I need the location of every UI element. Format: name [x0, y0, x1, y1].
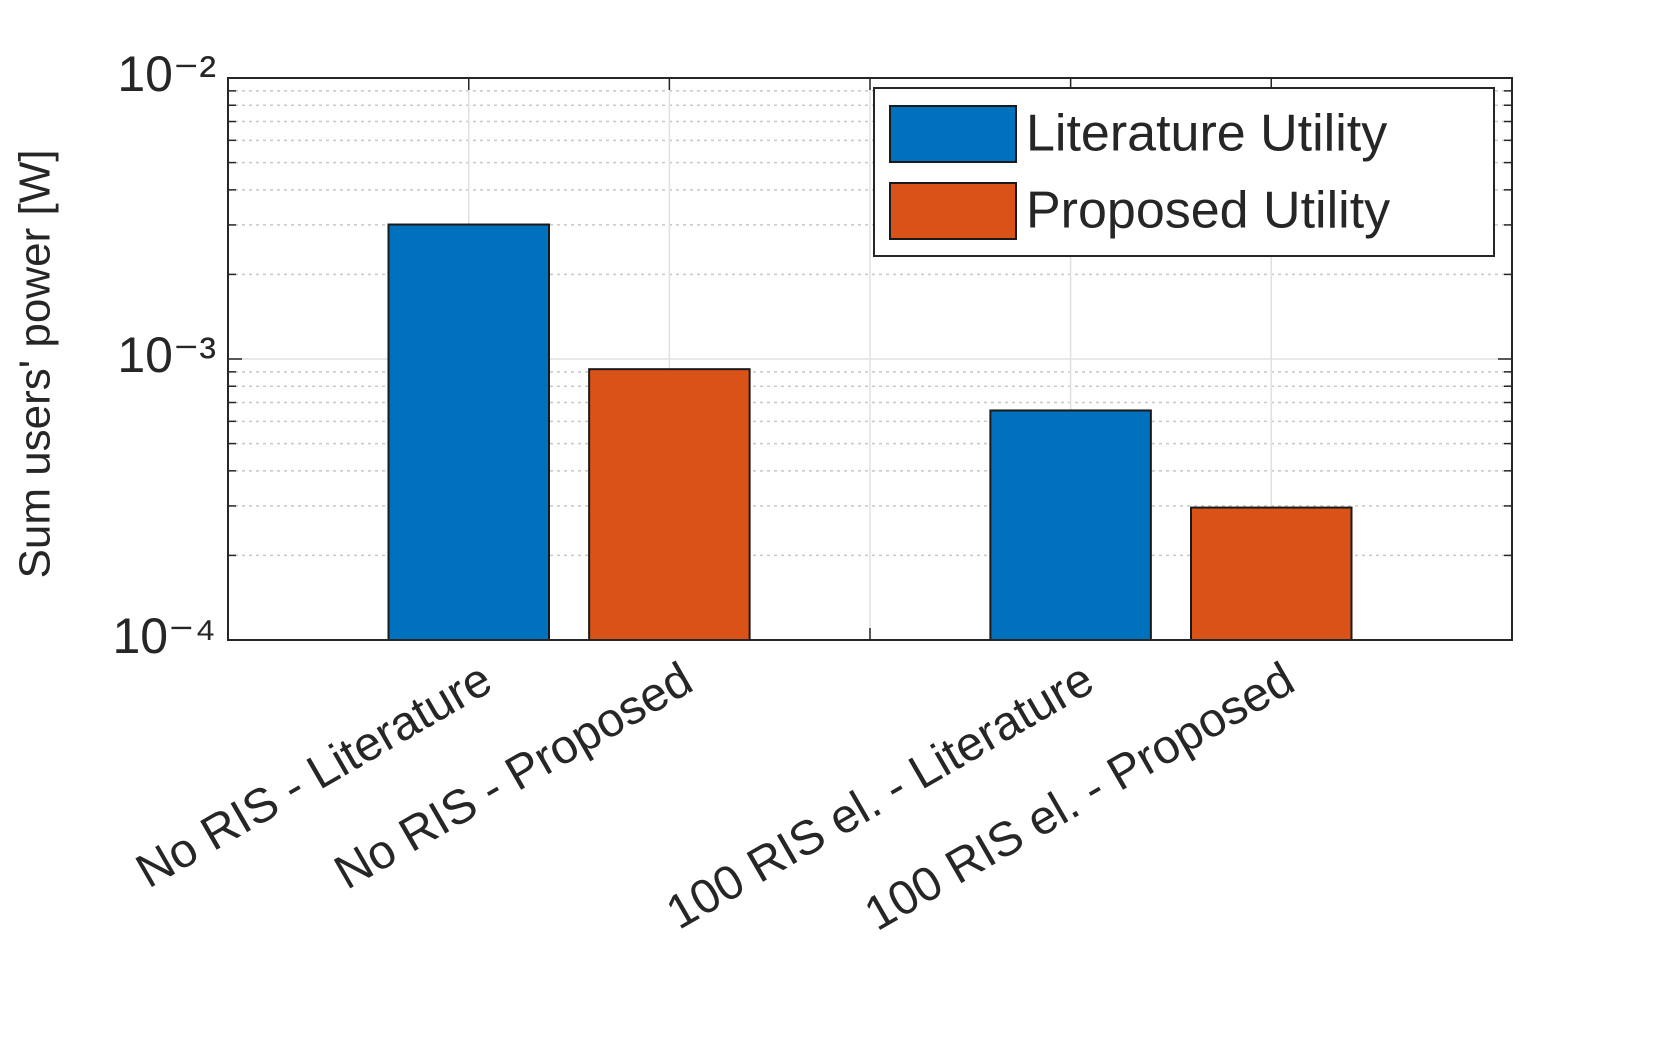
- y-tick-label: 10⁻⁴: [113, 608, 217, 664]
- bar: [387, 223, 550, 641]
- legend-label: Literature Utility: [1026, 105, 1387, 163]
- y-tick-label: 10⁻³: [117, 327, 216, 383]
- plot-frame: [227, 77, 1513, 641]
- y-tick-label: 10⁻²: [117, 46, 216, 102]
- legend-swatch: [889, 182, 1017, 240]
- legend-swatch: [889, 105, 1017, 163]
- legend-label: Proposed Utility: [1026, 182, 1390, 240]
- bar: [989, 409, 1152, 641]
- x-tick-label: No RIS - Proposed: [326, 653, 701, 900]
- x-tick-label: No RIS - Literature: [128, 653, 501, 899]
- bar: [1190, 506, 1353, 641]
- y-axis-label: Sum users' power [W]: [11, 150, 60, 579]
- bar: [588, 368, 751, 641]
